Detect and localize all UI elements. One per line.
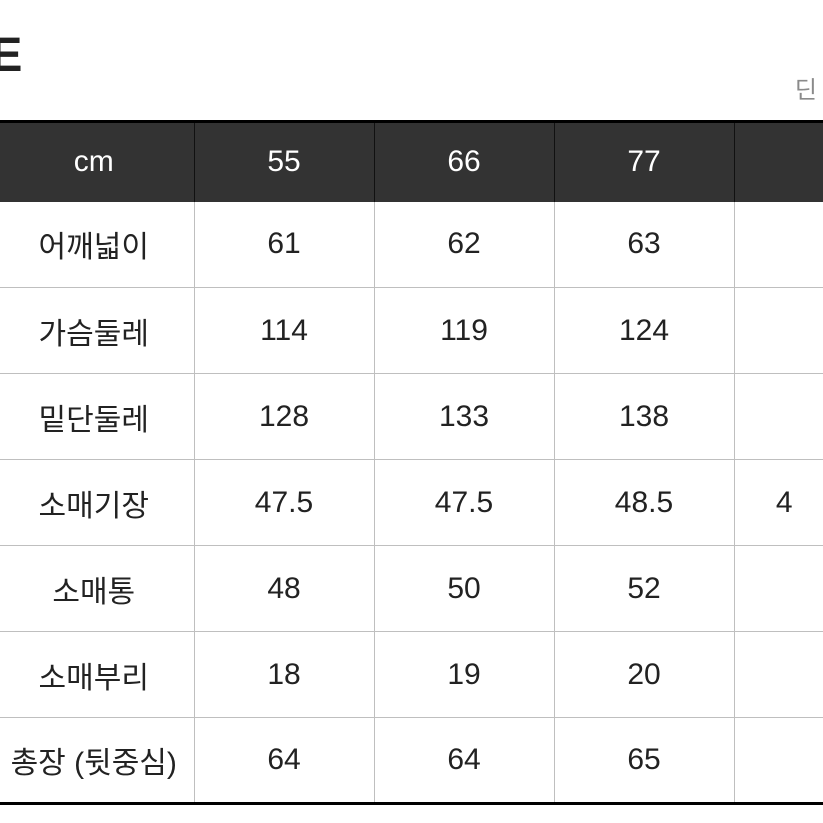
cell: 114	[194, 288, 374, 374]
row-label: 총장 (뒷중심)	[0, 718, 194, 804]
table-row: 소매통 48 50 52	[0, 546, 823, 632]
row-label: 밑단둘레	[0, 374, 194, 460]
row-label: 어깨넓이	[0, 202, 194, 288]
row-label: 소매통	[0, 546, 194, 632]
cell: 48.5	[554, 460, 734, 546]
cell: 48	[194, 546, 374, 632]
table-row: 소매부리 18 19 20	[0, 632, 823, 718]
table-body: 어깨넓이 61 62 63 가슴둘레 114 119 124 밑단둘레 128 …	[0, 202, 823, 804]
cell	[734, 288, 823, 374]
cell: 62	[374, 202, 554, 288]
cell: 65	[554, 718, 734, 804]
cell: 18	[194, 632, 374, 718]
col-header-unit: cm	[0, 122, 194, 202]
cell	[734, 202, 823, 288]
cell: 124	[554, 288, 734, 374]
table-row: 총장 (뒷중심) 64 64 65	[0, 718, 823, 804]
cell: 50	[374, 546, 554, 632]
cell: 52	[554, 546, 734, 632]
table-header-row: cm 55 66 77	[0, 122, 823, 202]
cell: 64	[194, 718, 374, 804]
row-label: 가슴둘레	[0, 288, 194, 374]
cell: 138	[554, 374, 734, 460]
unit-label: 딘	[795, 70, 817, 105]
col-header-size66: 66	[374, 122, 554, 202]
cell	[734, 632, 823, 718]
cell: 4	[734, 460, 823, 546]
cell: 128	[194, 374, 374, 460]
page-title: ZE	[0, 28, 23, 83]
table-row: 밑단둘레 128 133 138	[0, 374, 823, 460]
cell: 119	[374, 288, 554, 374]
cell	[734, 374, 823, 460]
cell: 64	[374, 718, 554, 804]
cell: 47.5	[194, 460, 374, 546]
row-label: 소매기장	[0, 460, 194, 546]
table-row: 소매기장 47.5 47.5 48.5 4	[0, 460, 823, 546]
cell: 61	[194, 202, 374, 288]
cell: 133	[374, 374, 554, 460]
col-header-size77: 77	[554, 122, 734, 202]
cell	[734, 546, 823, 632]
cell: 47.5	[374, 460, 554, 546]
size-table: cm 55 66 77 어깨넓이 61 62 63 가슴둘레 114 119 1…	[0, 120, 823, 805]
table-row: 가슴둘레 114 119 124	[0, 288, 823, 374]
table-row: 어깨넓이 61 62 63	[0, 202, 823, 288]
col-header-size55: 55	[194, 122, 374, 202]
cell: 19	[374, 632, 554, 718]
cell: 63	[554, 202, 734, 288]
cell	[734, 718, 823, 804]
col-header-extra	[734, 122, 823, 202]
cell: 20	[554, 632, 734, 718]
row-label: 소매부리	[0, 632, 194, 718]
